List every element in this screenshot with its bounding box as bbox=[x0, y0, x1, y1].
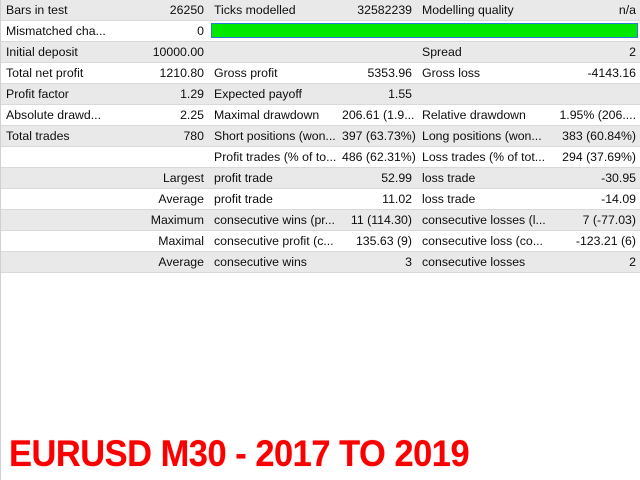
modelling-quality-bar-cell bbox=[209, 20, 640, 42]
maximal-drawdown-value: 206.61 (1.9... bbox=[337, 104, 417, 126]
average-consecutive-wins-value: 3 bbox=[337, 251, 417, 273]
average-consecutive-wins-label: consecutive wins bbox=[209, 251, 337, 273]
report-table: Bars in test 26250 Ticks modelled 325822… bbox=[1, 0, 640, 273]
gross-profit-label: Gross profit bbox=[209, 62, 337, 84]
profit-factor-label: Profit factor bbox=[1, 83, 121, 105]
average-consecutive-losses-label: consecutive losses bbox=[417, 251, 547, 273]
max-consecutive-losses-label: consecutive losses (l... bbox=[417, 209, 547, 231]
table-row: Total trades 780 Short positions (won...… bbox=[1, 125, 640, 147]
profit-trades-value: 486 (62.31%) bbox=[337, 146, 417, 168]
table-row: Mismatched cha... 0 bbox=[1, 20, 640, 42]
absolute-drawdown-value: 2.25 bbox=[121, 104, 209, 126]
table-row: Maximum consecutive wins (pr... 11 (114.… bbox=[1, 209, 640, 231]
relative-drawdown-value: 1.95% (206.... bbox=[547, 104, 640, 126]
short-positions-value: 397 (63.73%) bbox=[337, 125, 417, 147]
loss-trades-label: Loss trades (% of tot... bbox=[417, 146, 547, 168]
initial-deposit-label: Initial deposit bbox=[1, 41, 121, 63]
largest-profit-trade-label: profit trade bbox=[209, 167, 337, 189]
empty-cell bbox=[121, 146, 209, 168]
expected-payoff-value: 1.55 bbox=[337, 83, 417, 105]
report-table-body: Bars in test 26250 Ticks modelled 325822… bbox=[1, 0, 640, 273]
table-row: Bars in test 26250 Ticks modelled 325822… bbox=[1, 0, 640, 21]
initial-deposit-value: 10000.00 bbox=[121, 41, 209, 63]
bars-in-test-value: 26250 bbox=[121, 0, 209, 21]
max-consecutive-losses-value: 7 (-77.03) bbox=[547, 209, 640, 231]
short-positions-label: Short positions (won... bbox=[209, 125, 337, 147]
ticks-modelled-value: 32582239 bbox=[337, 0, 417, 21]
average-loss-trade-label: loss trade bbox=[417, 188, 547, 210]
mismatched-charts-value: 0 bbox=[121, 20, 209, 42]
empty-cell bbox=[1, 167, 121, 189]
table-row: Initial deposit 10000.00 Spread 2 bbox=[1, 41, 640, 63]
total-net-profit-label: Total net profit bbox=[1, 62, 121, 84]
table-row: Maximal consecutive profit (c... 135.63 … bbox=[1, 230, 640, 252]
table-row: Absolute drawd... 2.25 Maximal drawdown … bbox=[1, 104, 640, 126]
average-group-label: Average bbox=[121, 251, 209, 273]
average-profit-trade-label: profit trade bbox=[209, 188, 337, 210]
table-row: Average profit trade 11.02 loss trade -1… bbox=[1, 188, 640, 210]
mismatched-charts-label: Mismatched cha... bbox=[1, 20, 121, 42]
maximum-group-label: Maximum bbox=[121, 209, 209, 231]
long-positions-label: Long positions (won... bbox=[417, 125, 547, 147]
empty-cell bbox=[1, 209, 121, 231]
maximal-group-label: Maximal bbox=[121, 230, 209, 252]
table-row: Average consecutive wins 3 consecutive l… bbox=[1, 251, 640, 273]
largest-loss-trade-label: loss trade bbox=[417, 167, 547, 189]
gross-loss-label: Gross loss bbox=[417, 62, 547, 84]
maximal-consecutive-loss-label: consecutive loss (co... bbox=[417, 230, 547, 252]
table-row: Profit trades (% of to... 486 (62.31%) L… bbox=[1, 146, 640, 168]
max-consecutive-wins-value: 11 (114.30) bbox=[337, 209, 417, 231]
average-consecutive-losses-value: 2 bbox=[547, 251, 640, 273]
spread-label: Spread bbox=[417, 41, 547, 63]
average-group-label: Average bbox=[121, 188, 209, 210]
maximal-consecutive-profit-value: 135.63 (9) bbox=[337, 230, 417, 252]
profit-trades-label: Profit trades (% of to... bbox=[209, 146, 337, 168]
empty-cell bbox=[417, 83, 547, 105]
table-row: Profit factor 1.29 Expected payoff 1.55 bbox=[1, 83, 640, 105]
total-trades-label: Total trades bbox=[1, 125, 121, 147]
max-consecutive-wins-label: consecutive wins (pr... bbox=[209, 209, 337, 231]
empty-cell bbox=[1, 230, 121, 252]
overlay-caption: EURUSD M30 - 2017 TO 2019 bbox=[9, 433, 470, 474]
quality-bar-wrap bbox=[209, 21, 640, 41]
absolute-drawdown-label: Absolute drawd... bbox=[1, 104, 121, 126]
relative-drawdown-label: Relative drawdown bbox=[417, 104, 547, 126]
modelling-quality-value: n/a bbox=[547, 0, 640, 21]
table-row: Largest profit trade 52.99 loss trade -3… bbox=[1, 167, 640, 189]
gross-loss-value: -4143.16 bbox=[547, 62, 640, 84]
empty-cell bbox=[1, 251, 121, 273]
gross-profit-value: 5353.96 bbox=[337, 62, 417, 84]
empty-cell bbox=[1, 188, 121, 210]
modelling-quality-bar bbox=[211, 23, 638, 38]
long-positions-value: 383 (60.84%) bbox=[547, 125, 640, 147]
modelling-quality-label: Modelling quality bbox=[417, 0, 547, 21]
largest-group-label: Largest bbox=[121, 167, 209, 189]
empty-cell bbox=[1, 146, 121, 168]
maximal-drawdown-label: Maximal drawdown bbox=[209, 104, 337, 126]
average-profit-trade-value: 11.02 bbox=[337, 188, 417, 210]
maximal-consecutive-profit-label: consecutive profit (c... bbox=[209, 230, 337, 252]
largest-loss-trade-value: -30.95 bbox=[547, 167, 640, 189]
ticks-modelled-label: Ticks modelled bbox=[209, 0, 337, 21]
table-row: Total net profit 1210.80 Gross profit 53… bbox=[1, 62, 640, 84]
empty-cell bbox=[547, 83, 640, 105]
total-trades-value: 780 bbox=[121, 125, 209, 147]
maximal-consecutive-loss-value: -123.21 (6) bbox=[547, 230, 640, 252]
average-loss-trade-value: -14.09 bbox=[547, 188, 640, 210]
expected-payoff-label: Expected payoff bbox=[209, 83, 337, 105]
loss-trades-value: 294 (37.69%) bbox=[547, 146, 640, 168]
total-net-profit-value: 1210.80 bbox=[121, 62, 209, 84]
largest-profit-trade-value: 52.99 bbox=[337, 167, 417, 189]
spread-value: 2 bbox=[547, 41, 640, 63]
bars-in-test-label: Bars in test bbox=[1, 0, 121, 21]
empty-cell bbox=[209, 41, 337, 63]
empty-cell bbox=[337, 41, 417, 63]
profit-factor-value: 1.29 bbox=[121, 83, 209, 105]
